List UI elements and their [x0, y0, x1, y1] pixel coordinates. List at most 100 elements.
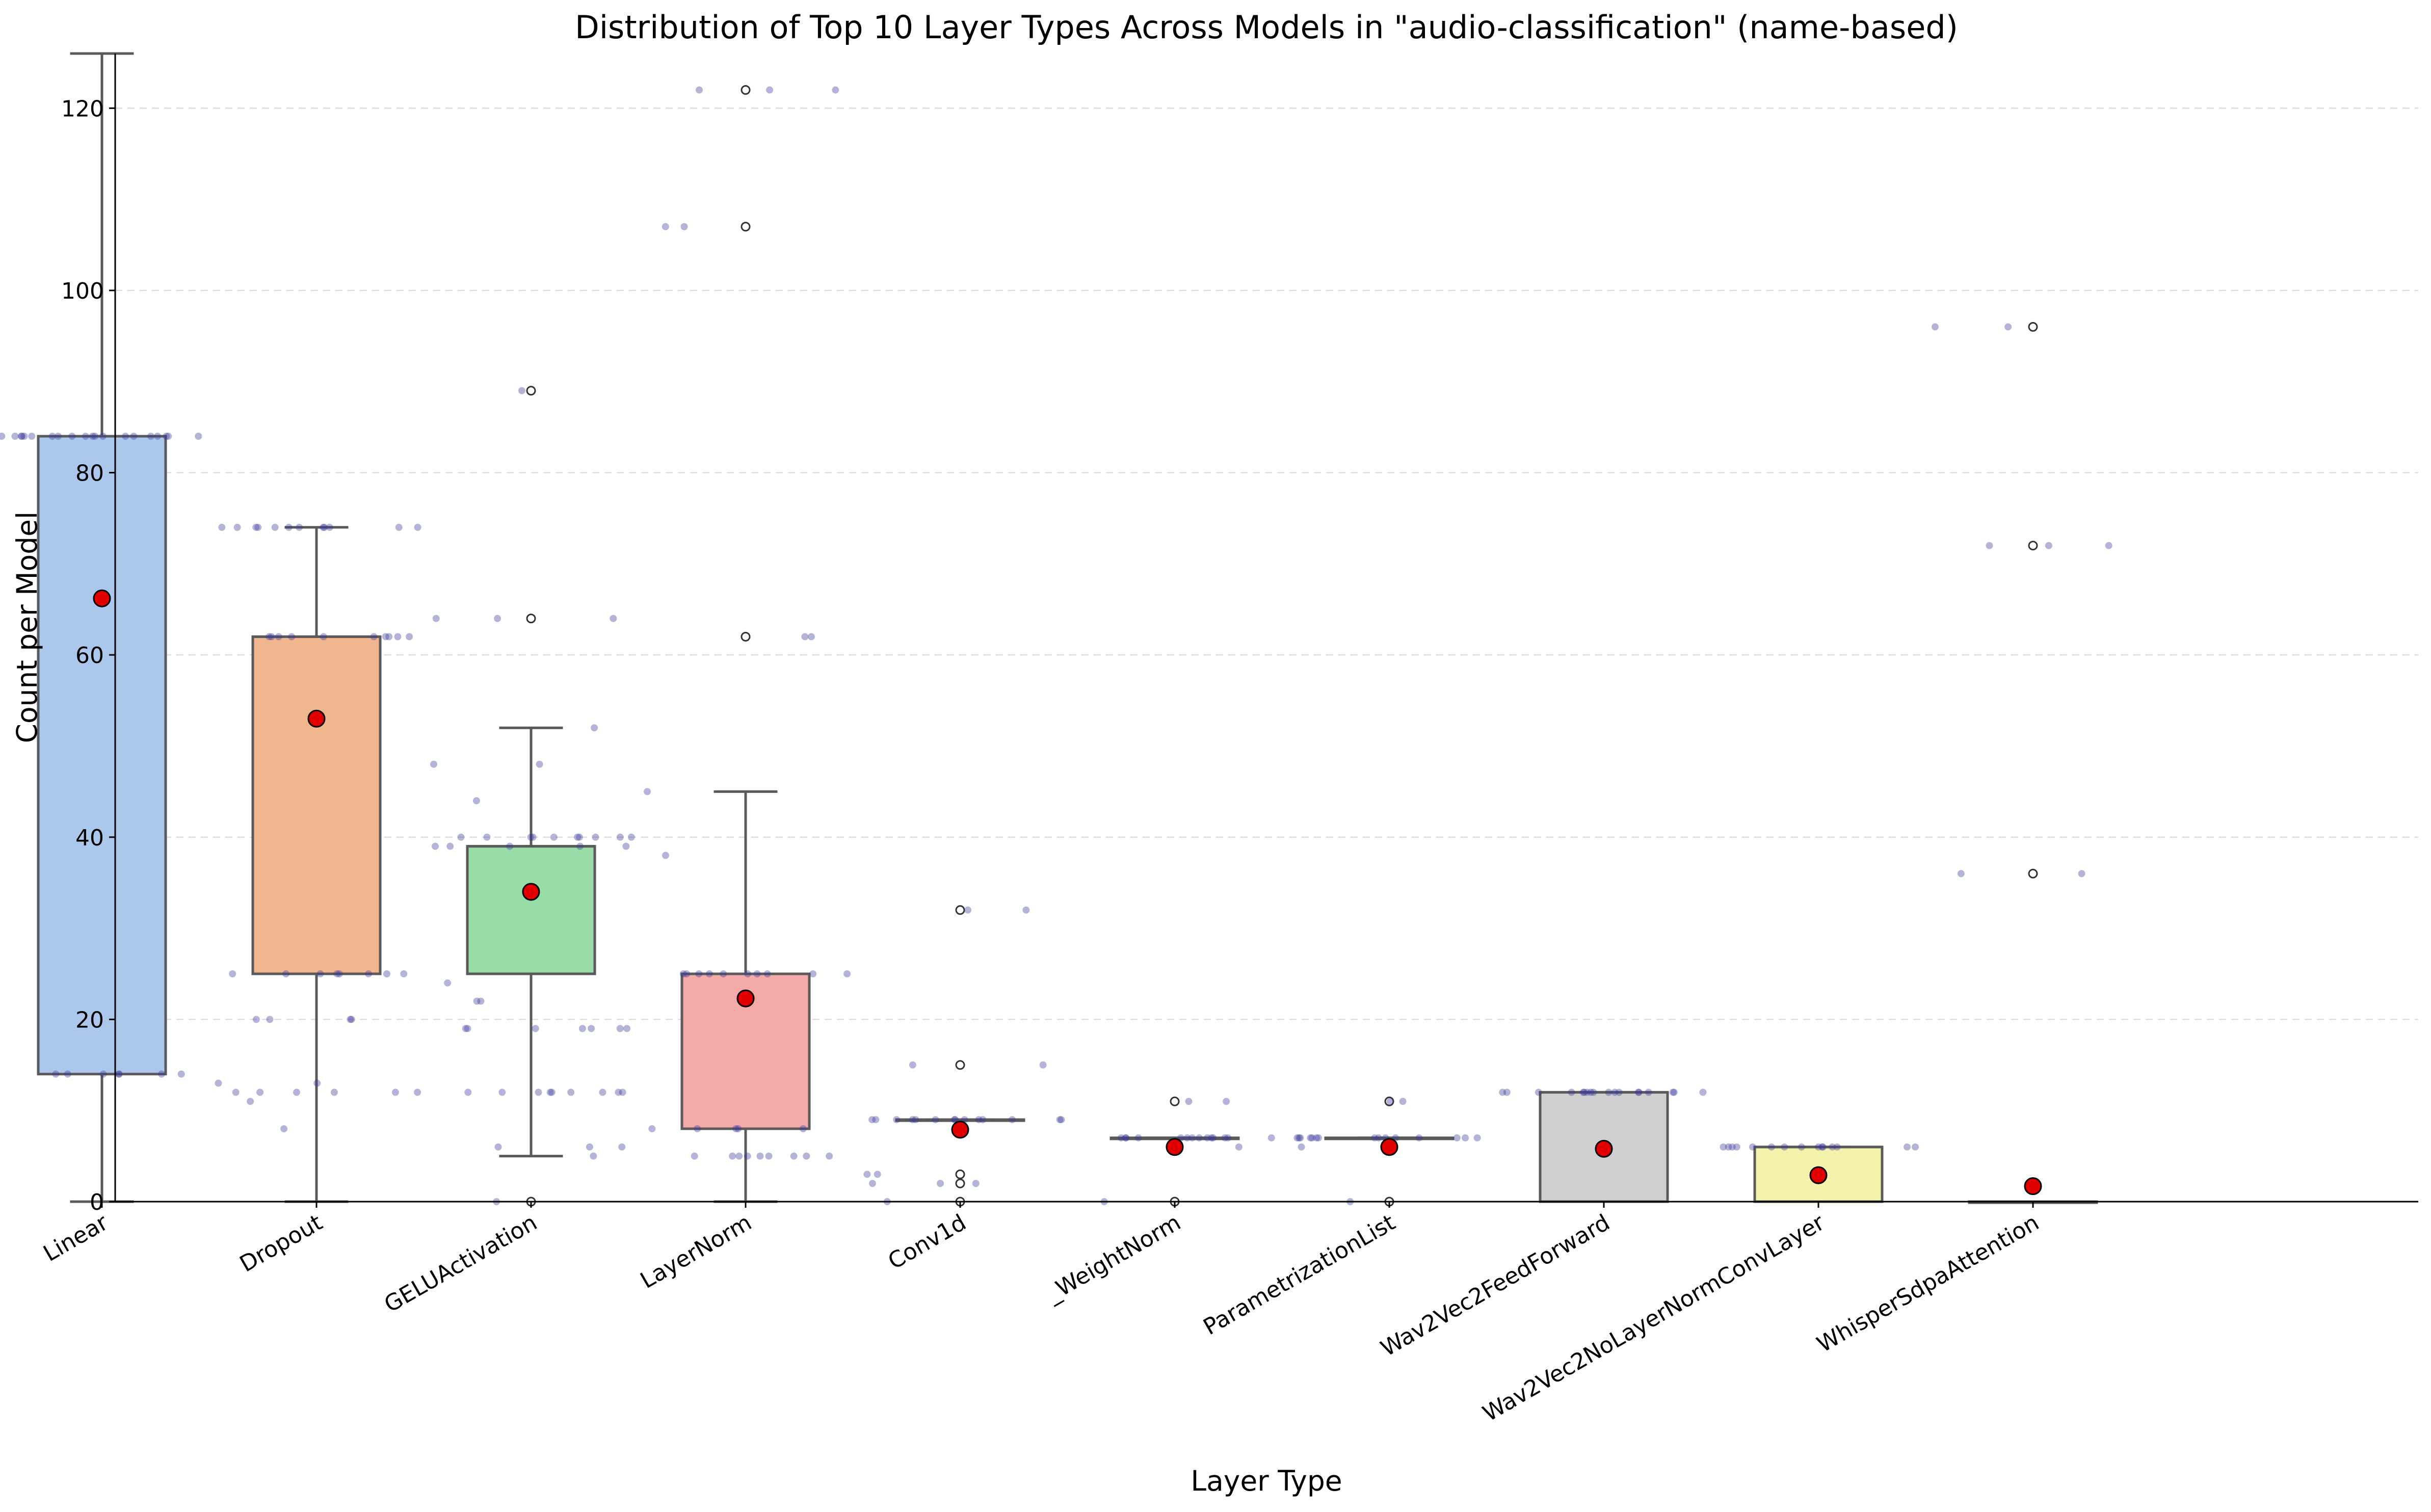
data-point — [529, 833, 537, 841]
data-point — [89, 433, 96, 440]
data-point — [446, 842, 454, 850]
data-point — [414, 1089, 421, 1096]
data-point — [863, 1171, 871, 1178]
data-point — [17, 433, 25, 440]
data-point — [1767, 1143, 1775, 1151]
data-point — [616, 833, 624, 841]
data-point — [321, 523, 328, 531]
data-point — [536, 760, 543, 768]
data-point — [548, 1089, 556, 1096]
data-point — [1912, 1143, 1919, 1151]
data-point — [444, 979, 452, 987]
data-point — [464, 1025, 471, 1032]
data-point — [695, 970, 703, 977]
data-point — [293, 1089, 300, 1096]
data-point — [937, 1180, 944, 1187]
data-point — [232, 1089, 240, 1096]
data-point — [498, 1089, 506, 1096]
data-point — [1819, 1143, 1827, 1151]
data-point — [400, 970, 408, 977]
data-point — [2045, 542, 2052, 549]
data-point — [975, 1116, 983, 1124]
y-axis-label: Count per Model — [11, 512, 43, 744]
data-point — [275, 633, 282, 641]
data-point — [588, 1025, 595, 1032]
data-point — [215, 1079, 222, 1087]
data-point — [195, 433, 202, 440]
mean-marker — [1166, 1138, 1184, 1156]
data-point — [691, 1152, 698, 1160]
outlier-marker — [955, 1169, 965, 1179]
data-point — [1188, 1134, 1196, 1142]
data-point — [1224, 1134, 1232, 1142]
data-point — [576, 842, 584, 850]
mean-marker — [93, 589, 111, 607]
data-point — [662, 223, 669, 230]
data-point — [266, 633, 273, 641]
data-point — [2105, 542, 2112, 549]
data-point — [1267, 1134, 1275, 1142]
data-point — [1415, 1134, 1423, 1142]
data-point — [578, 1025, 586, 1032]
data-point — [1039, 1061, 1047, 1069]
data-point — [843, 970, 851, 977]
data-point — [320, 633, 327, 641]
data-point — [1371, 1134, 1379, 1142]
data-point — [720, 970, 727, 977]
data-point — [406, 633, 413, 641]
data-point — [457, 833, 465, 841]
data-point — [679, 970, 687, 977]
data-point — [622, 842, 630, 850]
data-point — [909, 1061, 916, 1069]
data-point — [316, 970, 324, 977]
data-point — [122, 433, 129, 440]
mean-marker — [522, 883, 540, 901]
data-point — [1535, 1089, 1542, 1096]
data-point — [1022, 906, 1030, 914]
data-point — [483, 833, 491, 841]
data-point — [744, 970, 752, 977]
outlier-marker — [1384, 1096, 1394, 1106]
data-point — [790, 1152, 798, 1160]
data-point — [154, 433, 162, 440]
data-point — [1134, 1134, 1142, 1142]
y-tick-label: 20 — [75, 1007, 104, 1033]
data-point — [1669, 1089, 1677, 1096]
data-point — [473, 997, 481, 1005]
data-point — [177, 1070, 185, 1078]
data-point — [1957, 870, 1965, 878]
data-point — [1503, 1089, 1511, 1096]
data-point — [64, 1070, 71, 1078]
data-point — [979, 1116, 987, 1124]
data-point — [799, 1125, 807, 1132]
data-point — [1293, 1134, 1301, 1142]
data-point — [2004, 323, 2012, 331]
data-point — [1829, 1143, 1836, 1151]
data-point — [115, 1070, 123, 1078]
data-point — [385, 633, 393, 641]
data-point — [1615, 1089, 1623, 1096]
data-point — [1583, 1089, 1591, 1096]
data-point — [254, 523, 262, 531]
data-point — [252, 523, 260, 531]
data-point — [462, 1025, 469, 1032]
data-point — [744, 1152, 751, 1160]
data-point — [518, 387, 525, 394]
data-point — [735, 1152, 743, 1160]
data-point — [972, 1180, 980, 1187]
data-point — [803, 1152, 810, 1160]
data-point — [506, 842, 514, 850]
data-point — [1462, 1134, 1469, 1142]
data-point — [950, 1116, 958, 1124]
data-point — [391, 1089, 399, 1096]
data-point — [464, 1089, 472, 1096]
mean-marker — [2024, 1177, 2042, 1196]
data-point — [527, 833, 535, 841]
data-point — [268, 633, 275, 641]
data-point — [766, 86, 774, 94]
data-point — [591, 724, 598, 732]
outlier-marker — [2028, 868, 2038, 879]
data-point — [494, 1143, 502, 1151]
